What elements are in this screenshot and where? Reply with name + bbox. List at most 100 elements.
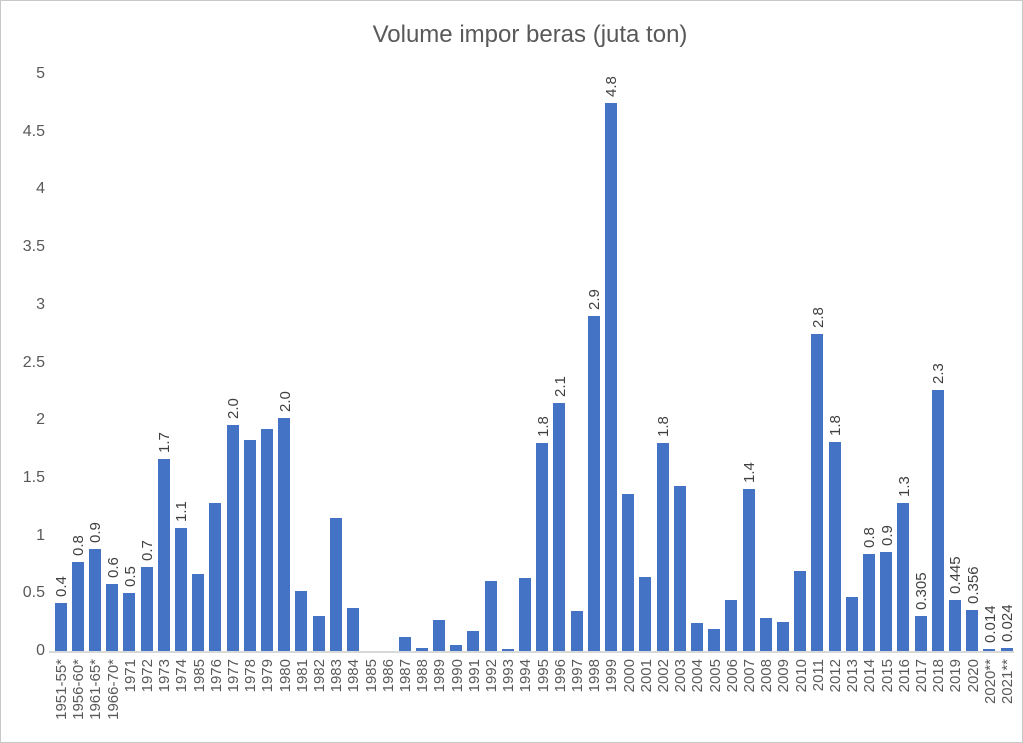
x-tick-label: 1985 — [190, 659, 208, 693]
x-tick-label: 1974 — [173, 659, 191, 693]
bar — [948, 599, 961, 651]
y-tick-label: 0 — [36, 642, 45, 659]
bar — [71, 562, 84, 651]
bar — [501, 648, 514, 651]
bar-value-label: 2.0 — [225, 397, 242, 419]
bar — [690, 623, 703, 651]
x-tick-label: 2010 — [792, 659, 810, 693]
bar — [983, 649, 996, 651]
bar-value-label: 0.024 — [999, 604, 1016, 643]
bar-value-label: 1.7 — [156, 432, 174, 454]
x-tick-label: 2019 — [947, 659, 965, 693]
x-tick-label: 2006 — [723, 659, 741, 693]
x-tick-label: 1977 — [225, 659, 242, 693]
x-tick-label: 1988 — [414, 659, 432, 693]
bar-value-label: 2.1 — [551, 376, 569, 397]
y-tick-label: 3 — [36, 295, 45, 313]
bar — [312, 616, 325, 651]
bar-value-label: 0.356 — [964, 566, 982, 604]
bar — [776, 622, 789, 651]
x-tick-label: 1966-70* — [104, 659, 122, 720]
x-tick-label: 2021** — [999, 659, 1016, 705]
y-tick-label: 1 — [36, 526, 45, 544]
bar — [828, 442, 841, 651]
x-tick-label: 2014 — [861, 659, 879, 693]
y-tick-label: 2 — [36, 411, 45, 429]
bar-value-label: 1.3 — [895, 476, 913, 498]
bar — [742, 489, 755, 651]
bar — [604, 102, 617, 651]
bar — [278, 417, 291, 651]
bar-value-label: 0.9 — [87, 522, 105, 544]
bar — [725, 600, 738, 651]
x-tick-label: 2018 — [930, 659, 948, 693]
x-tick-label: 2017 — [913, 659, 930, 693]
bar — [1000, 648, 1013, 651]
x-tick-label: 1978 — [242, 659, 260, 693]
bar — [862, 554, 875, 651]
bar — [329, 518, 342, 651]
bar — [639, 577, 652, 651]
y-tick-label: 3.5 — [22, 238, 45, 256]
bar — [157, 459, 170, 651]
y-tick-label: 5 — [36, 65, 45, 82]
x-tick-label: 2000 — [620, 659, 638, 693]
x-tick-label: 1997 — [569, 659, 586, 693]
bar-value-label: 0.9 — [878, 524, 896, 546]
y-tick-label: 1.5 — [22, 468, 45, 486]
x-tick-label: 1993 — [500, 659, 518, 693]
bar-value-label: 2.9 — [586, 289, 604, 311]
x-tick-label: 2013 — [844, 659, 862, 693]
bar — [759, 617, 772, 651]
x-tick-label: 1951-55* — [53, 659, 70, 720]
bar-value-label: 0.7 — [139, 539, 156, 561]
bar — [123, 593, 136, 651]
bar — [398, 637, 411, 651]
bar — [260, 429, 273, 651]
bar — [656, 443, 669, 651]
y-tick-label: 2.5 — [22, 353, 45, 371]
bar-value-label: 4.8 — [603, 75, 621, 97]
bar — [140, 566, 153, 651]
bar — [192, 573, 205, 651]
x-tick-label: 1985 — [362, 659, 380, 693]
bar-value-label: 1.8 — [655, 416, 672, 438]
bar — [106, 584, 119, 651]
x-tick-label: 1991 — [465, 659, 483, 693]
bar-value-label: 1.8 — [534, 416, 552, 438]
bar-value-label: 0.445 — [947, 556, 965, 594]
x-tick-label: 1984 — [345, 659, 363, 693]
bar — [518, 578, 531, 651]
bar-value-label: 0.014 — [981, 605, 999, 644]
bar — [432, 619, 445, 651]
x-tick-label: 1971 — [121, 659, 139, 693]
x-tick-label: 1987 — [397, 659, 414, 693]
x-axis-line — [49, 651, 1014, 653]
x-tick-label: 2007 — [741, 659, 758, 693]
bar-value-label: 0.5 — [121, 566, 139, 588]
bar — [553, 402, 566, 651]
x-tick-label: 1961-65* — [87, 659, 105, 720]
x-tick-label: 1979 — [259, 659, 277, 693]
bar-value-label: 2.0 — [276, 391, 294, 412]
x-tick-label: 1996 — [551, 659, 569, 693]
bar-value-label: 0.8 — [70, 535, 88, 557]
x-tick-label: 2016 — [895, 659, 913, 693]
x-tick-label: 2009 — [775, 659, 793, 693]
bar — [794, 571, 807, 651]
bar — [880, 551, 893, 651]
x-tick-label: 1998 — [586, 659, 604, 693]
x-tick-label: 1994 — [517, 659, 535, 693]
bar-value-label: 1.8 — [827, 415, 844, 437]
x-tick-label: 1990 — [448, 659, 466, 693]
x-tick-label: 1983 — [328, 659, 346, 693]
bar-value-label: 1.1 — [173, 500, 191, 522]
bar — [295, 590, 308, 651]
bar — [914, 615, 927, 651]
bar-value-label: 0.6 — [104, 557, 122, 579]
bar — [811, 333, 824, 651]
bar — [587, 316, 600, 651]
bar-value-label: 0.305 — [913, 572, 930, 610]
